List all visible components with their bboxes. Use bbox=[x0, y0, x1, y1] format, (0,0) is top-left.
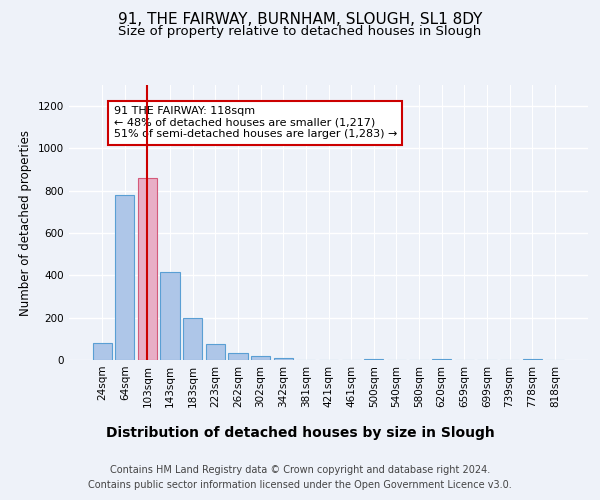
Bar bbox=[251, 356, 270, 360]
Bar bbox=[206, 344, 225, 360]
Bar bbox=[183, 318, 202, 360]
Bar bbox=[364, 359, 383, 360]
Text: Distribution of detached houses by size in Slough: Distribution of detached houses by size … bbox=[106, 426, 494, 440]
Text: 91 THE FAIRWAY: 118sqm
← 48% of detached houses are smaller (1,217)
51% of semi-: 91 THE FAIRWAY: 118sqm ← 48% of detached… bbox=[113, 106, 397, 140]
Bar bbox=[92, 343, 112, 360]
Text: 91, THE FAIRWAY, BURNHAM, SLOUGH, SL1 8DY: 91, THE FAIRWAY, BURNHAM, SLOUGH, SL1 8D… bbox=[118, 12, 482, 28]
Bar bbox=[523, 359, 542, 360]
Bar bbox=[229, 352, 248, 360]
Text: Size of property relative to detached houses in Slough: Size of property relative to detached ho… bbox=[118, 25, 482, 38]
Bar bbox=[138, 178, 157, 360]
Y-axis label: Number of detached properties: Number of detached properties bbox=[19, 130, 32, 316]
Bar bbox=[432, 359, 451, 360]
Bar bbox=[160, 272, 180, 360]
Bar bbox=[115, 195, 134, 360]
Bar bbox=[274, 358, 293, 360]
Text: Contains HM Land Registry data © Crown copyright and database right 2024.
Contai: Contains HM Land Registry data © Crown c… bbox=[88, 465, 512, 490]
